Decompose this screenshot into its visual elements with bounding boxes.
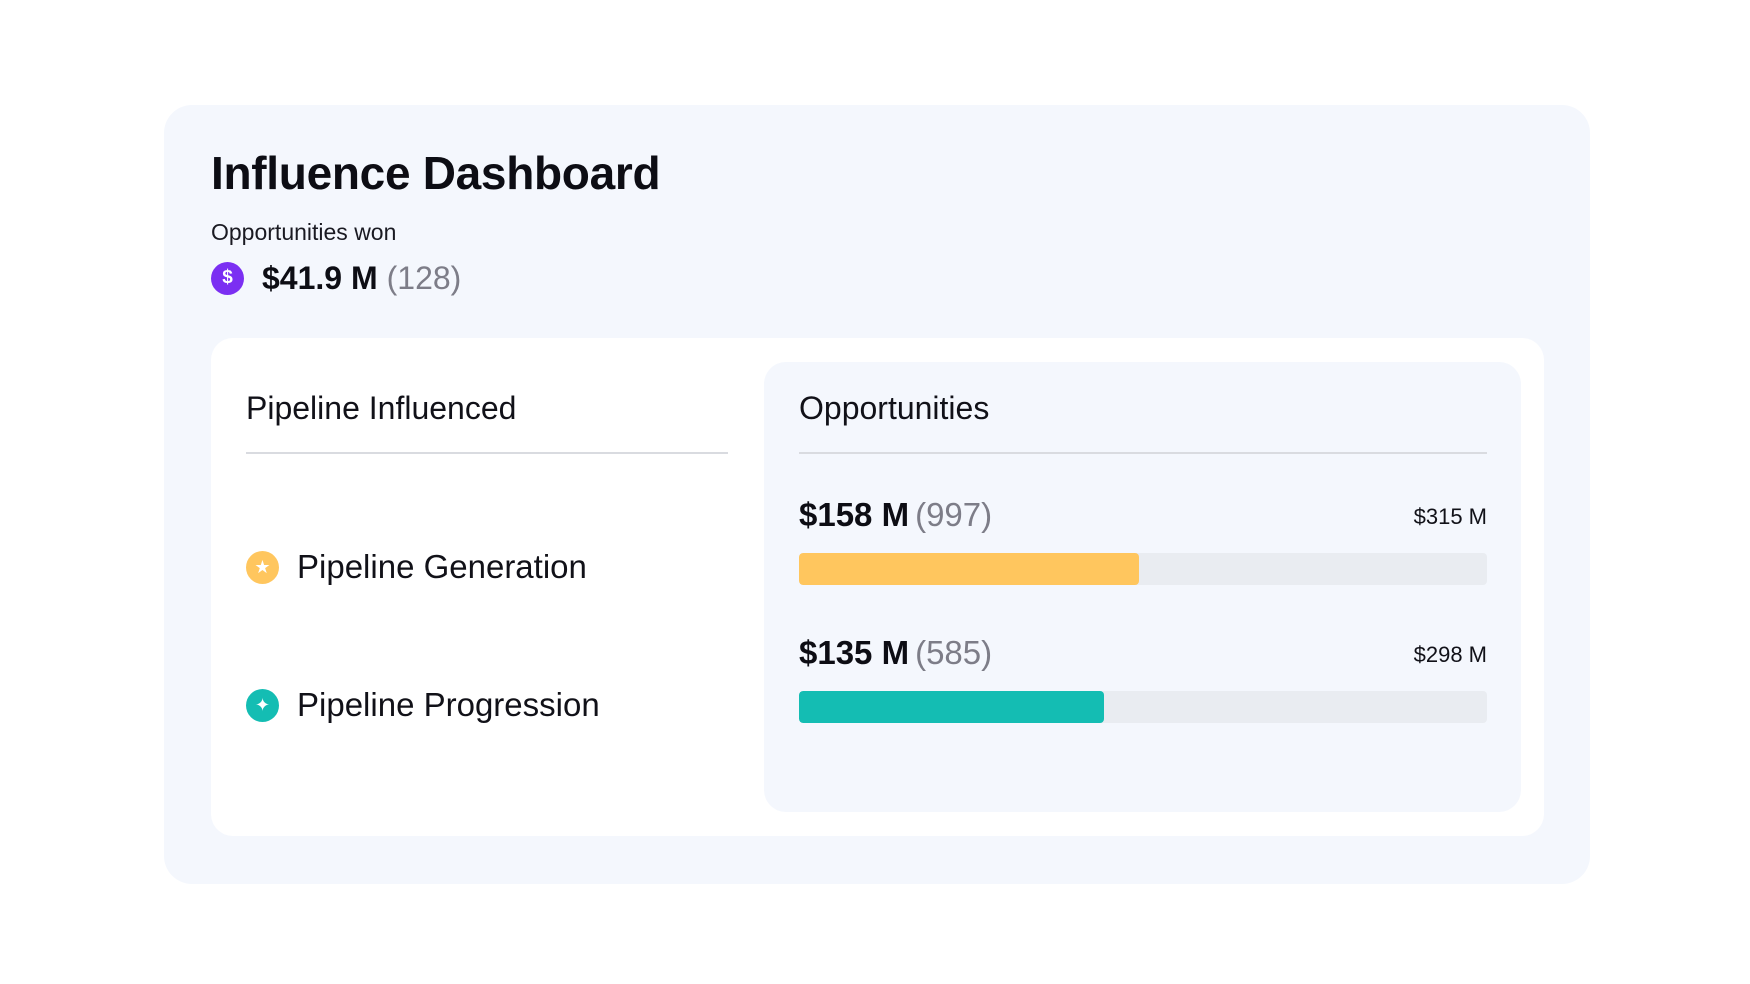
opportunity-total: $315 M — [1413, 504, 1487, 529]
progress-bar-fill — [799, 691, 1104, 723]
star-icon: ★ — [246, 550, 279, 584]
opportunities-won-count: (128) — [386, 259, 462, 296]
progress-track — [799, 691, 1487, 723]
pipeline-generation-item: ★ Pipeline Generation — [246, 547, 587, 587]
opportunity-total: $298 M — [1413, 642, 1487, 667]
pipeline-progression-item: ✦ Pipeline Progression — [246, 685, 600, 725]
opportunity-count: (585) — [915, 634, 993, 671]
pipeline-generation-opportunities-row: $158 M (997) $315 M — [799, 496, 1487, 586]
opportunities-panel: Opportunities $158 M (997) $315 M $135 M(… — [764, 362, 1521, 812]
pipeline-influenced-panel: Pipeline Influenced ★ Pipeline Generatio… — [246, 338, 728, 836]
influence-dashboard-card: Influence Dashboard Opportunities won $ … — [164, 105, 1590, 884]
opportunities-header: Opportunities — [799, 390, 990, 426]
progress-bar-fill — [799, 553, 1139, 585]
pipeline-progression-opportunities-row: $135 M (585) $298 M — [799, 634, 1487, 724]
progress-track — [799, 553, 1487, 585]
opportunities-won-value: $41.9 M — [262, 259, 378, 296]
pipeline-generation-label: Pipeline Generation — [297, 548, 587, 585]
divider — [799, 452, 1487, 454]
opportunity-amount: $135 M — [799, 634, 910, 671]
divider — [246, 452, 728, 454]
opportunity-value: $135 M (585) — [799, 634, 992, 672]
opportunity-value: $158 M (997) — [799, 496, 992, 534]
pipeline-influenced-header: Pipeline Influenced — [246, 390, 517, 426]
opportunities-won-label: Opportunities won — [211, 219, 397, 245]
pipeline-card: Pipeline Influenced ★ Pipeline Generatio… — [211, 338, 1544, 836]
opportunities-won-summary: $ $41.9 M (128) — [211, 255, 461, 301]
sparkle-icon: ✦ — [246, 688, 279, 722]
opportunity-amount: $158 M — [799, 496, 910, 533]
dollar-icon: $ — [211, 261, 244, 295]
opportunity-count: (997) — [915, 496, 993, 533]
pipeline-progression-label: Pipeline Progression — [297, 686, 600, 723]
page-title: Influence Dashboard — [211, 147, 661, 199]
